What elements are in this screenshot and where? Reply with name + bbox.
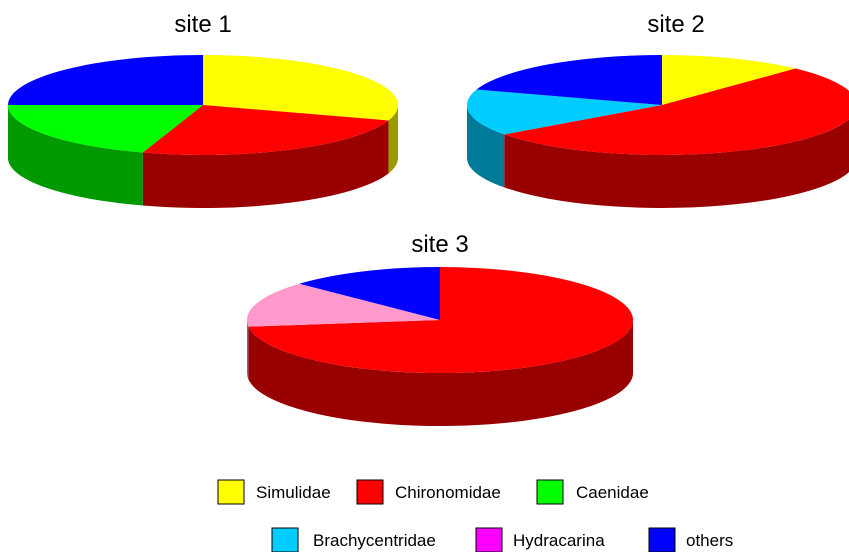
legend-swatch-simulidae	[217, 479, 245, 505]
site-1-title: site 1	[174, 11, 231, 38]
site-3-title: site 3	[411, 231, 468, 258]
site-3-pie	[246, 267, 634, 426]
site-1-pie	[8, 55, 398, 208]
site-3-slice-hydracarina	[246, 283, 440, 327]
legend: Simulidae Chironomidae Caenidae Brachyce…	[217, 479, 733, 552]
legend-label-hydracarina: Hydracarina	[513, 531, 605, 550]
legend-label-chironomidae: Chironomidae	[395, 483, 501, 502]
legend-label-caenidae: Caenidae	[576, 483, 649, 502]
legend-swatch-hydracarina	[475, 527, 503, 552]
legend-swatch-chironomidae	[356, 479, 384, 505]
site-2-pie	[467, 55, 849, 208]
site-2-slice-others	[476, 55, 662, 105]
site-2-side-chironomidae	[504, 119, 849, 208]
legend-label-others: others	[686, 531, 733, 550]
site-3-slice-others	[299, 267, 440, 320]
legend-swatch-others	[648, 527, 676, 552]
site-1-side-caenidae	[8, 105, 143, 206]
site-2-slice-simulidae	[662, 55, 796, 105]
site-2-slice-brachycentridae	[467, 89, 662, 135]
site-1-slice-chironomidae	[142, 105, 389, 155]
site-1-slice-others	[8, 55, 203, 105]
site-3-side-chironomidae	[248, 320, 634, 426]
site-1-slice-simulidae	[203, 55, 398, 121]
site-2-slice-chironomidae	[504, 68, 849, 155]
site-1-side-chironomidae	[142, 120, 389, 208]
site-3-side-hydracarina	[247, 320, 249, 380]
legend-label-brachycentridae: Brachycentridae	[313, 531, 436, 550]
site-2-title: site 2	[647, 11, 704, 38]
legend-swatch-brachycentridae	[271, 527, 299, 552]
site-3-slice-chironomidae	[248, 267, 634, 373]
site-1-slice-caenidae	[8, 105, 203, 153]
site-2-side-brachycentridae	[467, 105, 505, 188]
legend-swatch-caenidae	[536, 479, 564, 505]
site-1-side-simulidae	[388, 105, 398, 174]
legend-label-simulidae: Simulidae	[256, 483, 331, 502]
